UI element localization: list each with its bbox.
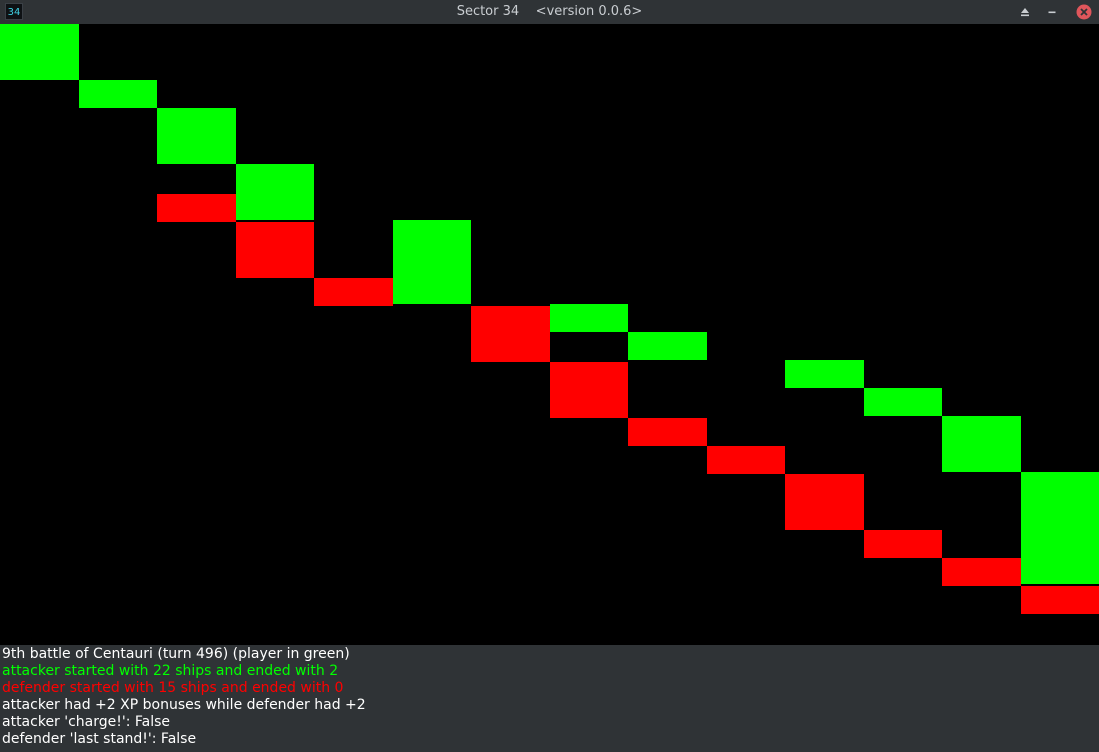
battle-chart: [0, 24, 1099, 645]
enemy-loss-block: [864, 530, 942, 558]
player-loss-block: [864, 388, 942, 416]
enemy-loss-block: [550, 362, 628, 418]
player-loss-block: [157, 108, 236, 164]
player-loss-block: [550, 304, 628, 332]
enemy-loss-block: [1021, 586, 1099, 614]
close-icon[interactable]: [1075, 3, 1093, 21]
player-loss-block: [1021, 472, 1099, 584]
window-title: Sector 34 <version 0.0.6>: [456, 4, 643, 19]
enemy-loss-block: [628, 418, 707, 446]
player-loss-block: [785, 360, 864, 388]
app-icon: 34: [5, 3, 23, 20]
enemy-loss-block: [157, 194, 236, 222]
player-loss-block: [236, 164, 314, 220]
attacker-charge-line: attacker 'charge!': False: [2, 714, 171, 730]
attacker-summary-line: attacker started with 22 ships and ended…: [2, 663, 339, 679]
minus-icon[interactable]: [1043, 3, 1061, 21]
enemy-loss-block: [707, 446, 785, 474]
enemy-loss-block: [236, 222, 314, 278]
enemy-loss-block: [942, 558, 1021, 586]
enemy-loss-block: [471, 306, 550, 362]
player-loss-block: [942, 416, 1021, 472]
player-loss-block: [393, 220, 471, 304]
enemy-loss-block: [314, 278, 393, 306]
xp-bonus-line: attacker had +2 XP bonuses while defende…: [2, 697, 366, 713]
enemy-loss-block: [785, 474, 864, 530]
battle-title-line: 9th battle of Centauri (turn 496) (playe…: [2, 646, 350, 662]
player-loss-block: [79, 80, 157, 108]
defender-summary-line: defender started with 15 ships and ended…: [2, 680, 344, 696]
player-loss-block: [0, 24, 79, 80]
title-bar: 34 Sector 34 <version 0.0.6>: [0, 0, 1099, 24]
eject-icon[interactable]: [1016, 3, 1034, 21]
player-loss-block: [628, 332, 707, 360]
defender-last-stand-line: defender 'last stand!': False: [2, 731, 197, 747]
battle-log: 9th battle of Centauri (turn 496) (playe…: [0, 645, 1099, 752]
